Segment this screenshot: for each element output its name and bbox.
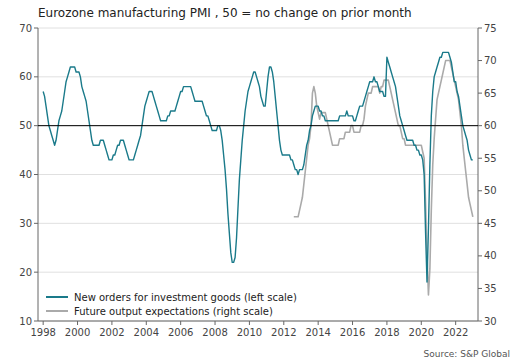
tick — [478, 223, 482, 224]
annotation: Source: S&P Global — [423, 349, 510, 359]
tick — [283, 321, 284, 325]
tick-label: 70 — [19, 23, 32, 34]
series-line — [43, 52, 473, 282]
tick-label: 70 — [484, 55, 497, 66]
grid-line — [38, 28, 478, 29]
tick-label: 75 — [484, 23, 497, 34]
tick-label: 2018 — [374, 327, 399, 338]
tick — [421, 321, 422, 325]
grid-line — [38, 174, 478, 175]
tick-label: 1998 — [30, 327, 55, 338]
tick-label: 50 — [484, 185, 497, 196]
grid-line — [38, 272, 478, 273]
tick — [34, 174, 38, 175]
reference-line — [38, 125, 478, 126]
grid — [38, 28, 478, 321]
legend-label: Future output expectations (right scale) — [74, 306, 273, 317]
tick — [146, 321, 147, 325]
tick — [455, 321, 456, 325]
legend-swatch — [46, 310, 68, 312]
tick-label: 2000 — [65, 327, 90, 338]
tick-label: 2008 — [202, 327, 227, 338]
tick — [478, 190, 482, 191]
tick-label: 60 — [19, 71, 32, 82]
tick — [478, 288, 482, 289]
tick — [318, 321, 319, 325]
tick-label: 35 — [484, 283, 497, 294]
y2-axis — [478, 28, 479, 321]
tick — [34, 28, 38, 29]
tick — [478, 125, 482, 126]
tick-label: 2004 — [134, 327, 159, 338]
grid-line — [38, 76, 478, 77]
grid-line — [38, 223, 478, 224]
tick-label: 60 — [484, 120, 497, 131]
tick — [478, 158, 482, 159]
tick — [478, 321, 482, 322]
tick — [34, 321, 38, 322]
tick — [34, 76, 38, 77]
tick-label: 40 — [19, 169, 32, 180]
tick — [215, 321, 216, 325]
legend: New orders for investment goods (left sc… — [46, 292, 297, 317]
tick-label: 65 — [484, 88, 497, 99]
plot-area — [38, 52, 478, 295]
title: Eurozone manufacturing PMI , 50 = no cha… — [38, 6, 412, 20]
tick — [34, 272, 38, 273]
tick-label: 2012 — [271, 327, 296, 338]
tick-label: 2006 — [168, 327, 193, 338]
tick — [249, 321, 250, 325]
tick-label: 2010 — [237, 327, 262, 338]
tick — [34, 223, 38, 224]
tick-label: 10 — [19, 316, 32, 327]
tick — [352, 321, 353, 325]
tick-label: 20 — [19, 267, 32, 278]
tick-label: 40 — [484, 250, 497, 261]
legend-swatch — [46, 296, 68, 298]
tick-label: 2020 — [409, 327, 434, 338]
x-axis — [38, 321, 478, 322]
tick-label: 2022 — [443, 327, 468, 338]
tick — [180, 321, 181, 325]
tick — [43, 321, 44, 325]
tick-label: 2014 — [305, 327, 330, 338]
tick — [478, 28, 482, 29]
tick — [478, 255, 482, 256]
tick — [111, 321, 112, 325]
tick — [77, 321, 78, 325]
tick — [478, 93, 482, 94]
tick-label: 50 — [19, 120, 32, 131]
tick — [34, 125, 38, 126]
grid-line — [38, 125, 478, 126]
tick — [386, 321, 387, 325]
tick — [478, 60, 482, 61]
tick-label: 2016 — [340, 327, 365, 338]
tick-label: 30 — [19, 218, 32, 229]
tick-label: 45 — [484, 218, 497, 229]
tick-label: 55 — [484, 153, 497, 164]
grid-line — [38, 321, 478, 322]
chart: Eurozone manufacturing PMI , 50 = no cha… — [0, 0, 516, 363]
legend-label: New orders for investment goods (left sc… — [74, 292, 297, 303]
tick-label: 30 — [484, 316, 497, 327]
y-axis — [38, 28, 39, 321]
tick-label: 2002 — [99, 327, 124, 338]
